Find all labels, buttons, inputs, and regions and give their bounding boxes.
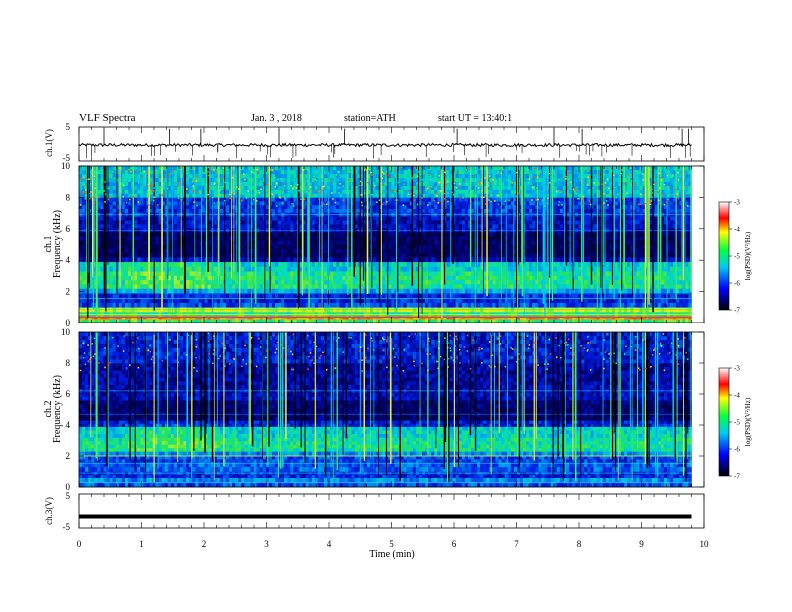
ch3-waveform-ticks xyxy=(78,494,705,528)
ch1-ytick-bottom: -5 xyxy=(63,153,71,163)
ch2-ytick-2: 2 xyxy=(66,451,71,461)
ch2-spectrogram-panel: 0 2 4 6 8 10 ch.2 Frequency (kHz) xyxy=(43,327,705,492)
ch3-waveform-ylabel: ch.3(V) xyxy=(44,497,54,525)
start-time-label: start UT = 13:40:1 xyxy=(438,113,513,124)
ch1-waveform-ylabel: ch.1(V) xyxy=(44,129,54,157)
panel-gap xyxy=(79,323,704,332)
ch3-ytick-top: 5 xyxy=(66,491,71,501)
x-tick-label-2: 2 xyxy=(202,539,207,549)
ch1-spectrogram-image xyxy=(79,166,692,324)
ch1-ytick-10: 10 xyxy=(61,161,71,171)
ch1-colorbar-tick--6: -6 xyxy=(734,280,740,288)
ch2-colorbar-tick--3: -3 xyxy=(734,365,740,373)
ch2-colorbar-tick--5: -5 xyxy=(734,419,740,427)
ch1-frequency-label: Frequency (kHz) xyxy=(52,210,63,278)
ch1-ytick-top: 5 xyxy=(66,122,71,132)
ch2-colorbar-tick--4: -4 xyxy=(734,392,740,400)
ch2-colorbar-tick--6: -6 xyxy=(734,446,740,454)
x-tick-label-10: 10 xyxy=(700,539,710,549)
x-tick-label-6: 6 xyxy=(452,539,457,549)
date-label: Jan. 3 , 2018 xyxy=(251,113,302,124)
x-tick-label-7: 7 xyxy=(514,539,519,549)
ch1-colorbar-tick--4: -4 xyxy=(734,226,740,234)
ch1-colorbar-label: log(PSD)(V²/Hz) xyxy=(744,231,752,280)
x-axis-tick-labels: 0 1 2 3 4 5 6 7 8 9 10 xyxy=(77,539,709,549)
station-label: station=ATH xyxy=(344,113,396,124)
ch2-colorbar-tick--7: -7 xyxy=(734,473,740,481)
ch1-colorbar-tick--7: -7 xyxy=(734,307,740,315)
ch1-ytick-2: 2 xyxy=(66,287,71,297)
ch2-frequency-label: Frequency (kHz) xyxy=(52,375,63,443)
ch1-channel-label: ch.1 xyxy=(43,236,54,253)
ch1-ytick-6: 6 xyxy=(66,224,71,234)
ch2-colorbar: -3 -4 -5 -6 -7 log(PSD)(V²/Hz) xyxy=(718,365,752,481)
ch1-colorbar-tick--5: -5 xyxy=(734,253,740,261)
ch2-colorbar-gradient xyxy=(718,367,730,477)
ch1-ytick-0: 0 xyxy=(66,318,71,328)
ch1-spectrogram-panel: 0 2 4 6 8 10 ch.1 Frequency (kHz) xyxy=(43,161,705,328)
ch1-waveform-line xyxy=(78,142,692,148)
ch1-waveform-panel: 5 -5 ch.1(V) xyxy=(44,122,705,163)
ch2-ytick-6: 6 xyxy=(66,389,71,399)
ch1-waveform-ticks xyxy=(78,127,705,161)
ch2-colorbar-label: log(PSD)(V²/Hz) xyxy=(744,397,752,446)
ch2-spectrogram-ticks xyxy=(78,331,705,488)
ch2-channel-label: ch.2 xyxy=(43,401,54,418)
ch3-ytick-bottom: -5 xyxy=(63,522,71,532)
ch1-waveform-spikes xyxy=(86,128,691,159)
x-axis-label: Time (min) xyxy=(369,549,414,560)
x-tick-label-3: 3 xyxy=(264,539,269,549)
ch3-waveform-panel: 5 -5 ch.3(V) xyxy=(44,491,705,532)
ch2-spectrogram-image xyxy=(79,332,692,488)
ch1-colorbar: -3 -4 -5 -6 -7 log(PSD)(V²/Hz) xyxy=(718,199,752,315)
ch2-ytick-8: 8 xyxy=(66,358,71,368)
x-tick-label-8: 8 xyxy=(577,539,582,549)
ch2-colorbar-ticks: -3 -4 -5 -6 -7 xyxy=(729,365,740,481)
ch2-spectrogram-ytick-labels: 0 2 4 6 8 10 xyxy=(61,327,71,492)
ch1-ytick-4: 4 xyxy=(66,255,71,265)
x-tick-label-9: 9 xyxy=(639,539,644,549)
ch1-spectrogram-ytick-labels: 0 2 4 6 8 10 xyxy=(61,161,71,328)
ch1-colorbar-tick--3: -3 xyxy=(734,199,740,207)
figure-title: VLF Spectra xyxy=(79,112,136,124)
ch2-ytick-0: 0 xyxy=(66,482,71,492)
x-tick-label-1: 1 xyxy=(139,539,144,549)
ch1-colorbar-ticks: -3 -4 -5 -6 -7 xyxy=(729,199,740,315)
x-tick-label-0: 0 xyxy=(77,539,82,549)
x-tick-label-4: 4 xyxy=(327,539,332,549)
ch1-colorbar-gradient xyxy=(718,201,730,311)
ch2-ytick-4: 4 xyxy=(66,420,71,430)
x-tick-label-5: 5 xyxy=(389,539,394,549)
ch2-ytick-10: 10 xyxy=(61,327,71,337)
ch1-spectrogram-ticks xyxy=(78,165,705,324)
ch1-ytick-8: 8 xyxy=(66,192,71,202)
